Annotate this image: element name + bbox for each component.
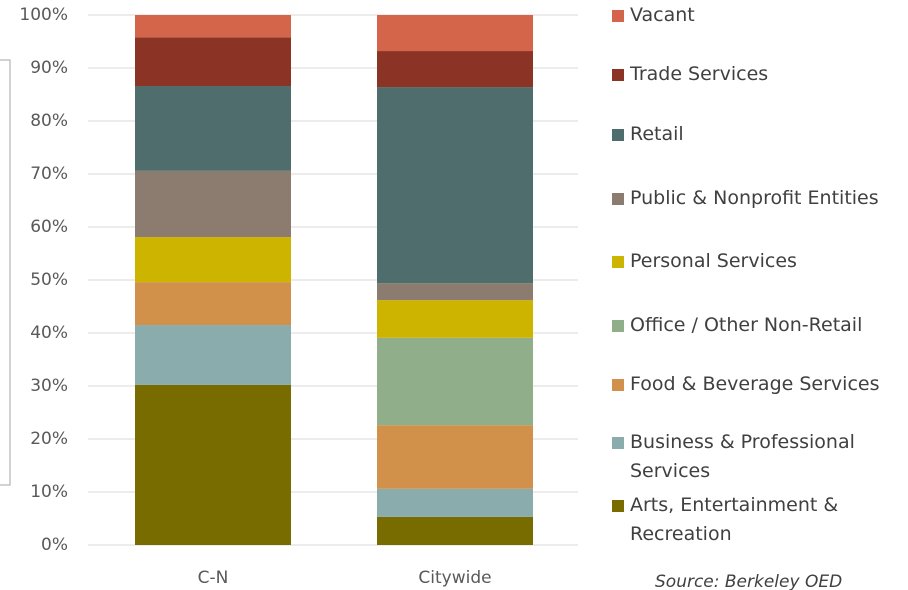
- legend-item: Public & Nonprofit Entities: [612, 184, 906, 213]
- legend-label: Food & Beverage Services: [630, 373, 880, 395]
- legend-item: Retail: [612, 120, 906, 149]
- legend-label: Trade Services: [630, 63, 769, 85]
- bar-segment: [135, 37, 291, 87]
- legend-item: Arts, Entertainment & Recreation: [612, 491, 906, 549]
- bar-segment: [135, 86, 291, 171]
- legend-swatch: [612, 320, 624, 332]
- y-tick-label: 80%: [30, 111, 68, 131]
- legend-label: Retail: [630, 123, 684, 145]
- bar-segment: [377, 300, 533, 338]
- y-tick-label: 50%: [30, 270, 68, 290]
- y-tick-label: 30%: [30, 376, 68, 396]
- bar-segment: [135, 237, 291, 283]
- y-tick-label: 20%: [30, 429, 68, 449]
- legend-swatch: [612, 379, 624, 391]
- cropped-box: [0, 59, 11, 486]
- bar-segment: [135, 384, 291, 545]
- y-tick-label: 70%: [30, 164, 68, 184]
- x-tick-label: Citywide: [418, 568, 491, 588]
- y-tick-label: 40%: [30, 323, 68, 343]
- legend-swatch: [612, 437, 624, 449]
- y-tick-label: 100%: [19, 5, 68, 25]
- x-tick-label: C-N: [198, 568, 229, 588]
- legend-swatch: [612, 500, 624, 512]
- bar-segment: [135, 282, 291, 326]
- bar-segment: [135, 325, 291, 385]
- legend-swatch: [612, 10, 624, 22]
- bar-segment: [377, 87, 533, 284]
- legend-label: Office / Other Non-Retail: [630, 314, 863, 336]
- legend-item: Personal Services: [612, 247, 906, 276]
- source-note: Source: Berkeley OED: [655, 572, 843, 590]
- legend-label: Business & Professional Services: [630, 431, 855, 482]
- bar-segment: [377, 51, 533, 88]
- legend-label: Arts, Entertainment & Recreation: [630, 494, 839, 545]
- legend-label: Vacant: [630, 4, 695, 26]
- legend-item: Food & Beverage Services: [612, 370, 906, 399]
- legend-swatch: [612, 193, 624, 205]
- y-tick-label: 10%: [30, 482, 68, 502]
- legend-swatch: [612, 129, 624, 141]
- bar-segment: [377, 15, 533, 52]
- bar-segment: [135, 15, 291, 38]
- y-tick-label: 60%: [30, 217, 68, 237]
- legend-item: Vacant: [612, 1, 906, 30]
- y-tick-label: 0%: [41, 535, 68, 555]
- legend-item: Trade Services: [612, 60, 906, 89]
- legend-label: Personal Services: [630, 250, 797, 272]
- legend-swatch: [612, 256, 624, 268]
- bar-segment: [377, 337, 533, 426]
- bar-segment: [135, 170, 291, 238]
- legend-item: Office / Other Non-Retail: [612, 311, 906, 340]
- bar-segment: [377, 488, 533, 517]
- bar-segment: [377, 425, 533, 489]
- legend-label: Public & Nonprofit Entities: [630, 187, 879, 209]
- y-tick-label: 90%: [30, 58, 68, 78]
- legend-item: Business & Professional Services: [612, 428, 906, 486]
- bar-segment: [377, 283, 533, 301]
- legend-swatch: [612, 69, 624, 81]
- bar-segment: [377, 516, 533, 545]
